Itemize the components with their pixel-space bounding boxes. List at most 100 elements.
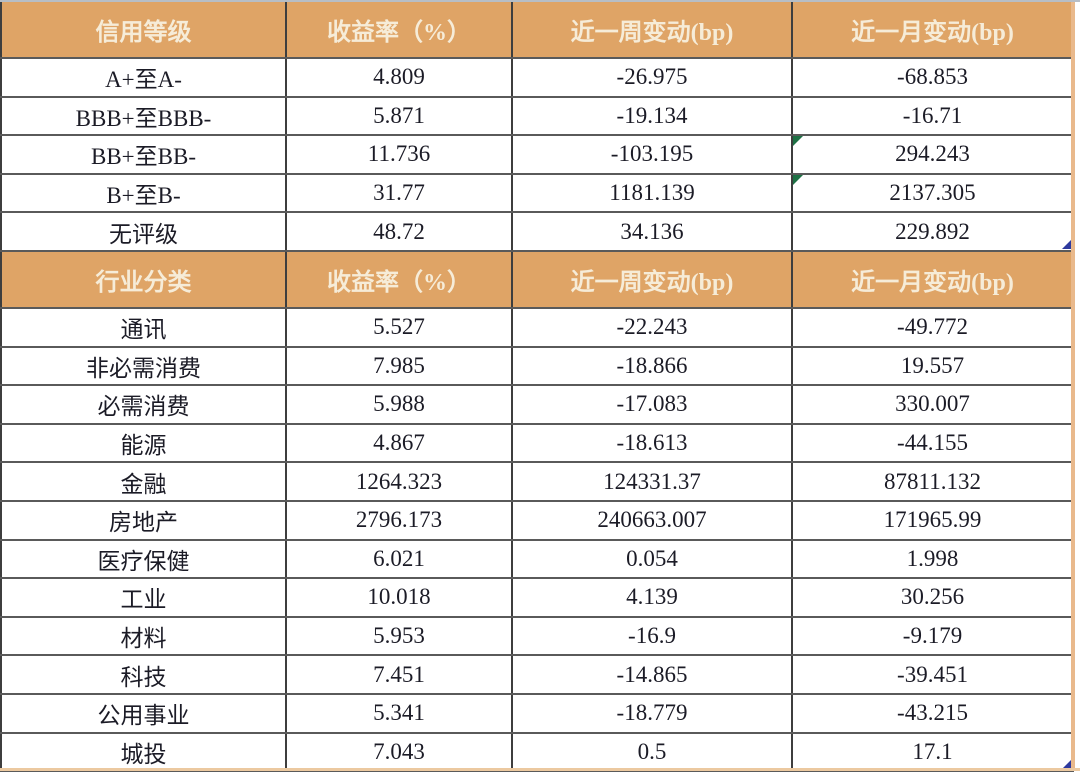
value-cell[interactable]: 48.72: [285, 211, 513, 252]
value-cell[interactable]: -43.215: [791, 692, 1074, 734]
value-cell[interactable]: -14.865: [511, 654, 793, 695]
value-cell[interactable]: 5.988: [285, 384, 513, 425]
row-label-cell[interactable]: 城投: [0, 731, 287, 773]
value-cell[interactable]: 87811.132: [791, 461, 1074, 502]
value-cell[interactable]: 5.527: [285, 306, 513, 348]
value-cell[interactable]: 1181.139: [511, 172, 793, 214]
value-cell[interactable]: 5.341: [285, 692, 513, 734]
cell-text: BB+至BB-: [91, 144, 196, 170]
header-cell-month-change[interactable]: 近一月变动(bp): [791, 2, 1074, 59]
value-cell[interactable]: 294.243: [791, 134, 1074, 175]
value-cell[interactable]: 5.953: [285, 615, 513, 657]
row-label-cell[interactable]: 非必需消费: [0, 345, 287, 387]
row-label-cell[interactable]: BB+至BB-: [0, 134, 287, 175]
value-cell[interactable]: 6.021: [285, 538, 513, 580]
cell-text: 5.988: [373, 391, 425, 417]
value-cell[interactable]: 17.1: [791, 731, 1074, 773]
row-label-cell[interactable]: 医疗保健: [0, 538, 287, 580]
cell-text: 2137.305: [889, 180, 976, 206]
cell-text: -103.195: [610, 141, 694, 167]
value-cell[interactable]: -103.195: [511, 134, 793, 175]
header-cell-week-change[interactable]: 近一周变动(bp): [511, 2, 793, 59]
table-row: 科技 7.451 -14.865 -39.451: [0, 654, 1074, 695]
value-cell[interactable]: -16.9: [511, 615, 793, 657]
value-cell[interactable]: 1264.323: [285, 461, 513, 502]
row-label-cell[interactable]: A+至A-: [0, 57, 287, 98]
value-cell[interactable]: 7.043: [285, 731, 513, 773]
cell-text: 1.998: [906, 545, 959, 571]
value-cell[interactable]: 240663.007: [511, 499, 793, 541]
value-cell[interactable]: 11.736: [285, 134, 513, 175]
value-cell[interactable]: 31.77: [285, 172, 513, 214]
value-cell[interactable]: -18.866: [511, 345, 793, 387]
value-cell[interactable]: 0.5: [511, 731, 793, 773]
value-cell[interactable]: 10.018: [285, 577, 513, 618]
row-label-cell[interactable]: 通讯: [0, 306, 287, 348]
cell-text: 1181.139: [609, 180, 695, 206]
value-cell[interactable]: 34.136: [511, 211, 793, 252]
header-cell-month-change[interactable]: 近一月变动(bp): [791, 250, 1074, 309]
value-cell[interactable]: 124331.37: [511, 461, 793, 502]
value-cell[interactable]: 19.557: [791, 345, 1074, 387]
row-label-cell[interactable]: 金融: [0, 461, 287, 502]
value-cell[interactable]: -19.134: [511, 95, 793, 137]
row-label-cell[interactable]: 无评级: [0, 211, 287, 252]
value-cell[interactable]: -39.451: [791, 654, 1074, 695]
value-cell[interactable]: -44.155: [791, 422, 1074, 464]
row-label-cell[interactable]: B+至B-: [0, 172, 287, 214]
value-cell[interactable]: 30.256: [791, 577, 1074, 618]
value-cell[interactable]: 4.809: [285, 57, 513, 98]
value-cell[interactable]: 2137.305: [791, 172, 1074, 214]
row-label-cell[interactable]: 必需消费: [0, 384, 287, 425]
sheet-right-border: [1071, 2, 1075, 771]
value-cell[interactable]: -16.71: [791, 95, 1074, 137]
value-cell[interactable]: -18.613: [511, 422, 793, 464]
value-cell[interactable]: 229.892: [791, 211, 1074, 252]
header-cell-week-change[interactable]: 近一周变动(bp): [511, 250, 793, 309]
row-label-cell[interactable]: 工业: [0, 577, 287, 618]
cell-text: 48.72: [373, 218, 425, 244]
value-cell[interactable]: -22.243: [511, 306, 793, 348]
value-cell[interactable]: 5.871: [285, 95, 513, 137]
value-cell[interactable]: 4.867: [285, 422, 513, 464]
cell-text: 医疗保健: [97, 548, 190, 574]
value-cell[interactable]: 4.139: [511, 577, 793, 618]
header-cell-yield[interactable]: 收益率（%）: [285, 2, 513, 59]
value-cell[interactable]: -68.853: [791, 57, 1074, 98]
row-label-cell[interactable]: BBB+至BBB-: [0, 95, 287, 137]
cell-text: 必需消费: [97, 394, 190, 420]
cell-text: 17.1: [912, 738, 953, 764]
cell-text: 229.892: [895, 218, 970, 244]
table-row: 材料 5.953 -16.9 -9.179: [0, 615, 1074, 657]
cell-text: -18.613: [616, 430, 688, 456]
value-cell[interactable]: 171965.99: [791, 499, 1074, 541]
value-cell[interactable]: 7.451: [285, 654, 513, 695]
fill-handle[interactable]: [1062, 239, 1071, 249]
value-cell[interactable]: 2796.173: [285, 499, 513, 541]
value-cell[interactable]: -26.975: [511, 57, 793, 98]
cell-text: -16.9: [628, 623, 676, 649]
fill-handle[interactable]: [1062, 760, 1071, 770]
cell-text: 34.136: [620, 218, 684, 244]
value-cell[interactable]: 7.985: [285, 345, 513, 387]
row-label-cell[interactable]: 公用事业: [0, 692, 287, 734]
value-cell[interactable]: -18.779: [511, 692, 793, 734]
value-cell[interactable]: -17.083: [511, 384, 793, 425]
header-cell-credit-rating[interactable]: 信用等级: [0, 2, 287, 59]
table-row: 通讯 5.527 -22.243 -49.772: [0, 306, 1074, 348]
cell-text: 非必需消费: [86, 355, 201, 381]
value-cell[interactable]: 0.054: [511, 538, 793, 580]
value-cell[interactable]: 330.007: [791, 384, 1074, 425]
row-label-cell[interactable]: 房地产: [0, 499, 287, 541]
cell-text: 1264.323: [355, 468, 443, 494]
next-section-header-edge: [0, 768, 1080, 771]
row-label-cell[interactable]: 能源: [0, 422, 287, 464]
cell-text: 294.243: [895, 141, 970, 167]
value-cell[interactable]: -9.179: [791, 615, 1074, 657]
value-cell[interactable]: -49.772: [791, 306, 1074, 348]
row-label-cell[interactable]: 科技: [0, 654, 287, 695]
value-cell[interactable]: 1.998: [791, 538, 1074, 580]
row-label-cell[interactable]: 材料: [0, 615, 287, 657]
header-cell-yield[interactable]: 收益率（%）: [285, 250, 513, 309]
header-cell-industry[interactable]: 行业分类: [0, 250, 287, 309]
